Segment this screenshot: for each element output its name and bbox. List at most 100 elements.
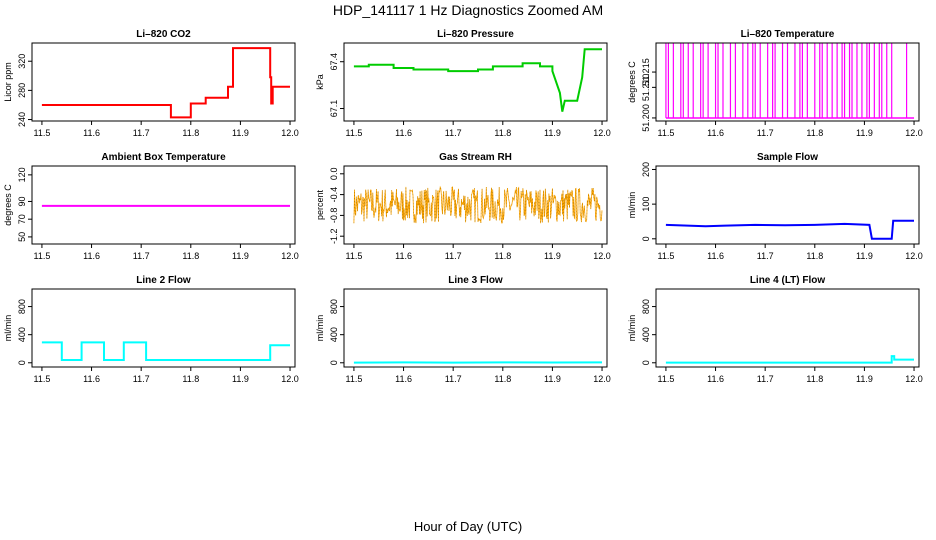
panel-5: Gas Stream RH 11.5 11.6 11.7 11.8 11.9 12.0 -1.…: [315, 152, 611, 261]
x-tick-label: 11.5: [657, 251, 674, 261]
panel-9: Line 4 (LT) Flow 11.5 11.6 11.7 11.8 11.9 12.0…: [627, 275, 923, 384]
y-tick-label: -1.2: [329, 228, 339, 244]
x-tick-label: 11.9: [232, 374, 249, 384]
x-tick-label: 11.8: [806, 251, 823, 261]
panel-3: Li–820 Temperature 11.5 11.6 11.7 11.8 11.9 12…: [627, 29, 923, 138]
x-tick-label: 11.8: [806, 374, 823, 384]
data-marks: [41, 341, 290, 361]
plot-frame: [343, 165, 608, 245]
x-tick-label: 11.5: [345, 128, 362, 138]
x-tick-label: 12.0: [905, 251, 923, 261]
x-tick-label: 11.7: [133, 251, 150, 261]
y-tick-label: 0.0: [329, 168, 339, 181]
y-axis-label: degrees C: [627, 61, 637, 103]
y-tick-label: 90: [17, 196, 27, 206]
y-tick-label: 0: [17, 360, 27, 365]
panel-7: Line 2 Flow 11.5 11.6 11.7 11.8 11.9 12.0 0 400 8…: [3, 275, 299, 384]
x-tick-label: 11.5: [345, 251, 362, 261]
series-line: [665, 355, 914, 364]
data-marks: [665, 355, 914, 364]
y-tick-label: 120: [17, 167, 27, 182]
x-tick-label: 12.0: [905, 128, 923, 138]
panel-title: Line 4 (LT) Flow: [750, 275, 826, 286]
y-tick-label: 67.1: [329, 100, 339, 118]
panel-title: Li–820 Pressure: [437, 29, 514, 40]
x-tick-label: 12.0: [281, 374, 299, 384]
y-tick-label: 280: [17, 83, 27, 98]
panel-title: Gas Stream RH: [439, 152, 512, 163]
x-tick-label: 11.9: [544, 251, 561, 261]
y-tick-label: 200: [641, 162, 651, 177]
x-tick-label: 11.8: [494, 128, 511, 138]
y-tick-label: 51.215: [641, 58, 651, 86]
panel-6: Sample Flow 11.5 11.6 11.7 11.8 11.9 12.0 0 100 2…: [627, 152, 923, 261]
data-marks: [353, 48, 602, 112]
y-axis-label: ml/min: [3, 315, 13, 342]
x-tick-label: 11.5: [657, 374, 674, 384]
x-tick-label: 11.5: [345, 374, 362, 384]
x-tick-label: 11.6: [83, 374, 100, 384]
x-tick-label: 11.5: [657, 128, 674, 138]
x-tick-label: 11.8: [182, 374, 199, 384]
x-tick-label: 11.6: [395, 128, 412, 138]
panel-4: Ambient Box Temperature 11.5 11.6 11.7 11.8 1…: [3, 152, 299, 261]
y-tick-label: 800: [641, 299, 651, 314]
plot-frame: [655, 288, 920, 368]
x-tick-label: 11.6: [707, 251, 724, 261]
plot-frame: [655, 165, 920, 245]
x-tick-label: 11.5: [33, 374, 50, 384]
x-tick-label: 12.0: [593, 128, 611, 138]
panel-title: Li–820 CO2: [136, 29, 191, 40]
plot-frame: [343, 288, 608, 368]
x-tick-label: 12.0: [281, 128, 299, 138]
x-tick-label: 11.9: [856, 374, 873, 384]
data-marks: [665, 219, 914, 240]
x-tick-label: 11.8: [494, 374, 511, 384]
y-tick-label: 70: [17, 214, 27, 224]
x-tick-label: 11.6: [83, 128, 100, 138]
y-tick-label: 51.200: [641, 104, 651, 132]
y-tick-label: 400: [17, 327, 27, 342]
plot-frame: [31, 165, 296, 245]
series-line: [665, 219, 914, 240]
x-tick-label: 11.9: [544, 374, 561, 384]
x-tick-label: 11.6: [395, 251, 412, 261]
y-tick-label: 67.4: [329, 53, 339, 71]
plot-frame: [31, 42, 296, 122]
x-tick-label: 12.0: [593, 374, 611, 384]
y-axis-label: ml/min: [315, 315, 325, 342]
y-axis-label: ml/min: [627, 315, 637, 342]
x-tick-label: 11.5: [33, 128, 50, 138]
y-tick-label: -0.4: [329, 187, 339, 203]
y-tick-label: 320: [17, 54, 27, 69]
x-tick-label: 11.7: [445, 374, 462, 384]
x-tick-label: 11.7: [445, 251, 462, 261]
figure-title: HDP_141117 1 Hz Diagnostics Zoomed AM: [332, 2, 604, 18]
x-tick-label: 11.9: [232, 251, 249, 261]
series-line: [41, 47, 290, 119]
y-tick-label: 50: [17, 232, 27, 242]
x-tick-label: 11.8: [806, 128, 823, 138]
x-tick-label: 11.8: [494, 251, 511, 261]
series-line: [353, 48, 602, 112]
y-tick-label: 51.210: [641, 74, 651, 102]
y-tick-label: 100: [641, 197, 651, 212]
x-tick-label: 11.8: [182, 128, 199, 138]
y-axis-label: degrees C: [3, 184, 13, 226]
y-tick-label: 800: [17, 299, 27, 314]
x-tick-label: 11.7: [133, 128, 150, 138]
x-tick-label: 11.8: [182, 251, 199, 261]
x-tick-label: 11.9: [856, 128, 873, 138]
x-tick-label: 11.5: [33, 251, 50, 261]
data-marks: [41, 47, 290, 119]
x-tick-label: 11.9: [232, 128, 249, 138]
y-tick-label: 0: [641, 236, 651, 241]
x-tick-label: 12.0: [281, 251, 299, 261]
panel-title: Li–820 Temperature: [741, 29, 835, 40]
plot-frame: [343, 42, 608, 122]
panel-title: Sample Flow: [757, 152, 818, 163]
y-tick-label: 400: [641, 327, 651, 342]
panel-title: Line 2 Flow: [136, 275, 191, 286]
series-line: [41, 341, 290, 361]
